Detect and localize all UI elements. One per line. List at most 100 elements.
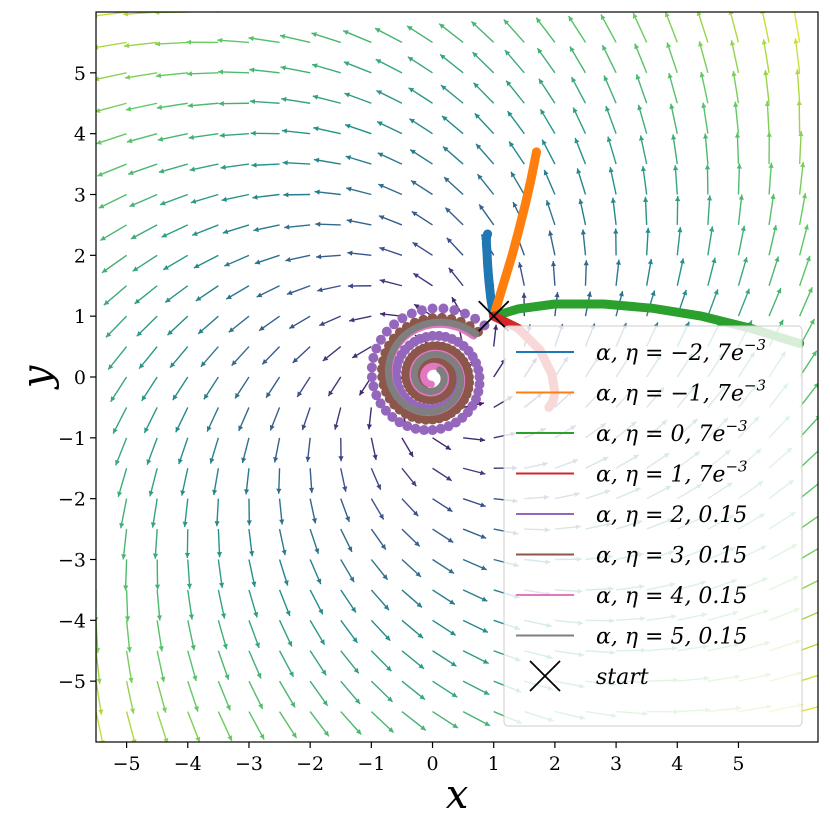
trajectory-point bbox=[368, 352, 379, 363]
trajectory-point bbox=[460, 308, 471, 319]
field-arrow bbox=[313, 157, 341, 165]
field-arrow bbox=[432, 650, 457, 667]
field-arrow bbox=[282, 160, 311, 166]
field-arrow bbox=[248, 35, 280, 44]
field-arrow bbox=[370, 619, 391, 642]
field-arrow bbox=[141, 376, 158, 402]
legend-start-swatch bbox=[529, 660, 561, 692]
field-arrow bbox=[96, 650, 102, 685]
field-arrow bbox=[278, 680, 296, 708]
field-arrow bbox=[242, 12, 249, 13]
vector-field bbox=[96, 12, 818, 742]
field-arrow bbox=[175, 407, 189, 433]
field-arrow bbox=[312, 94, 341, 104]
field-arrow bbox=[666, 42, 678, 74]
field-arrow bbox=[707, 289, 719, 317]
field-arrow bbox=[505, 80, 525, 104]
field-arrow bbox=[281, 128, 311, 135]
field-arrow bbox=[536, 47, 556, 74]
field-arrow bbox=[572, 107, 587, 134]
x-tick-label: −3 bbox=[235, 753, 263, 775]
field-arrow bbox=[401, 528, 421, 547]
trajectory-point bbox=[371, 390, 382, 401]
field-arrow bbox=[347, 283, 372, 289]
field-arrow bbox=[508, 141, 525, 165]
field-arrow bbox=[309, 711, 330, 737]
field-arrow bbox=[112, 407, 128, 434]
trajectory-point bbox=[368, 381, 379, 392]
field-arrow bbox=[478, 204, 495, 226]
field-arrow bbox=[186, 39, 219, 45]
field-arrow bbox=[351, 345, 372, 359]
field-arrow bbox=[119, 498, 128, 529]
legend-entry: α, η = 2, 0.15 bbox=[596, 503, 747, 528]
field-arrow bbox=[706, 195, 713, 225]
field-arrow bbox=[333, 407, 342, 430]
field-arrow bbox=[510, 171, 525, 195]
field-arrow bbox=[342, 30, 372, 44]
trajectory-point bbox=[387, 411, 398, 422]
x-axis-ticks: −5 −4 −3 −2 −1 0 1 2 3 4 5 bbox=[113, 742, 745, 775]
field-arrow bbox=[344, 92, 372, 104]
field-arrow bbox=[799, 415, 818, 439]
trajectory-line bbox=[489, 147, 541, 321]
field-arrow bbox=[96, 72, 127, 82]
field-arrow bbox=[217, 711, 233, 742]
field-arrow bbox=[278, 620, 293, 647]
field-arrow bbox=[408, 87, 433, 104]
field-arrow bbox=[249, 67, 280, 74]
field-arrow bbox=[96, 12, 127, 19]
legend-entry: α, η = 3, 0.15 bbox=[596, 544, 747, 569]
field-arrow bbox=[703, 133, 709, 165]
field-arrow bbox=[370, 711, 395, 734]
field-arrow bbox=[432, 467, 453, 482]
field-arrow bbox=[212, 468, 220, 496]
field-arrow bbox=[462, 558, 488, 571]
field-arrow bbox=[288, 315, 311, 330]
field-arrow bbox=[343, 61, 372, 74]
trajectory-point bbox=[473, 386, 484, 397]
y-tick-label: −1 bbox=[58, 428, 86, 450]
field-arrow bbox=[567, 15, 587, 43]
field-arrow bbox=[172, 376, 189, 401]
field-arrow bbox=[124, 589, 131, 622]
trajectory-point bbox=[381, 326, 392, 337]
field-arrow bbox=[96, 41, 127, 50]
field-arrow bbox=[225, 285, 250, 300]
field-arrow bbox=[129, 193, 158, 208]
field-arrow bbox=[107, 346, 128, 371]
field-arrow bbox=[438, 23, 464, 43]
field-arrow bbox=[669, 103, 678, 134]
field-arrow bbox=[401, 437, 414, 458]
field-arrow bbox=[795, 69, 801, 104]
y-tick-label: 0 bbox=[74, 367, 86, 389]
field-arrow bbox=[96, 711, 105, 742]
field-arrow bbox=[281, 96, 311, 104]
field-arrow bbox=[269, 407, 281, 431]
field-arrow bbox=[143, 407, 158, 434]
field-arrow bbox=[439, 53, 464, 74]
field-arrow bbox=[432, 558, 455, 575]
y-axis-ticks: −5 −4 −3 −2 −1 0 1 2 3 4 5 bbox=[58, 63, 96, 693]
field-arrow bbox=[462, 680, 490, 696]
field-arrow bbox=[101, 254, 127, 274]
field-arrow bbox=[798, 224, 809, 256]
field-arrow bbox=[539, 108, 556, 135]
field-arrow bbox=[538, 78, 556, 104]
field-arrow bbox=[411, 210, 433, 226]
field-arrow bbox=[96, 103, 97, 104]
y-tick-label: −3 bbox=[58, 550, 86, 572]
field-arrow bbox=[123, 41, 158, 49]
legend-box bbox=[503, 325, 803, 727]
field-arrow bbox=[377, 152, 403, 165]
field-arrow bbox=[578, 198, 587, 226]
field-arrow bbox=[222, 224, 250, 235]
field-arrow bbox=[615, 12, 617, 13]
field-arrow bbox=[124, 72, 158, 80]
field-arrow bbox=[370, 437, 378, 461]
field-arrow bbox=[98, 193, 127, 209]
field-arrow bbox=[463, 437, 486, 443]
field-arrow bbox=[327, 376, 342, 397]
field-arrow bbox=[378, 215, 403, 226]
field-arrow bbox=[370, 589, 390, 611]
